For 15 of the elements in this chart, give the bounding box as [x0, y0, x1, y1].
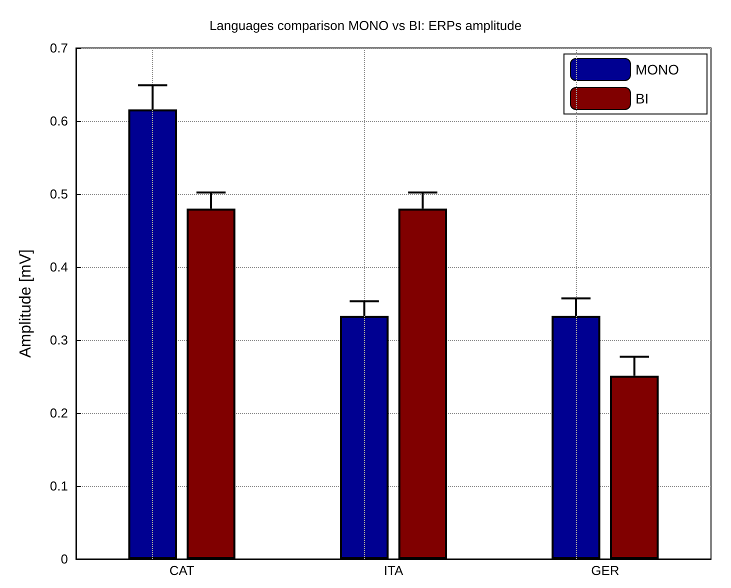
- x-tick-label: CAT: [169, 563, 194, 578]
- y-tick-label: 0.7: [50, 40, 68, 56]
- y-tick-label: 0.4: [50, 260, 68, 274]
- x-tick-label: GER: [591, 563, 620, 578]
- y-tick-label: 0.3: [50, 332, 68, 348]
- y-tick-label: 0.1: [50, 478, 68, 494]
- y-tick-label: 0.6: [50, 114, 68, 128]
- y-tick-label: 0.2: [50, 406, 68, 420]
- y-tick-label: 0.5: [50, 186, 68, 202]
- legend-label: MONO: [635, 62, 680, 78]
- y-axis-title: Amplitude [mV]: [18, 249, 34, 358]
- x-tick-label: ITA: [384, 563, 404, 578]
- legend-label: BI: [635, 90, 649, 106]
- y-tick-label: 0: [60, 552, 68, 566]
- chart-title: Languages comparison MONO vs BI: ERPs amplitude: [209, 18, 522, 33]
